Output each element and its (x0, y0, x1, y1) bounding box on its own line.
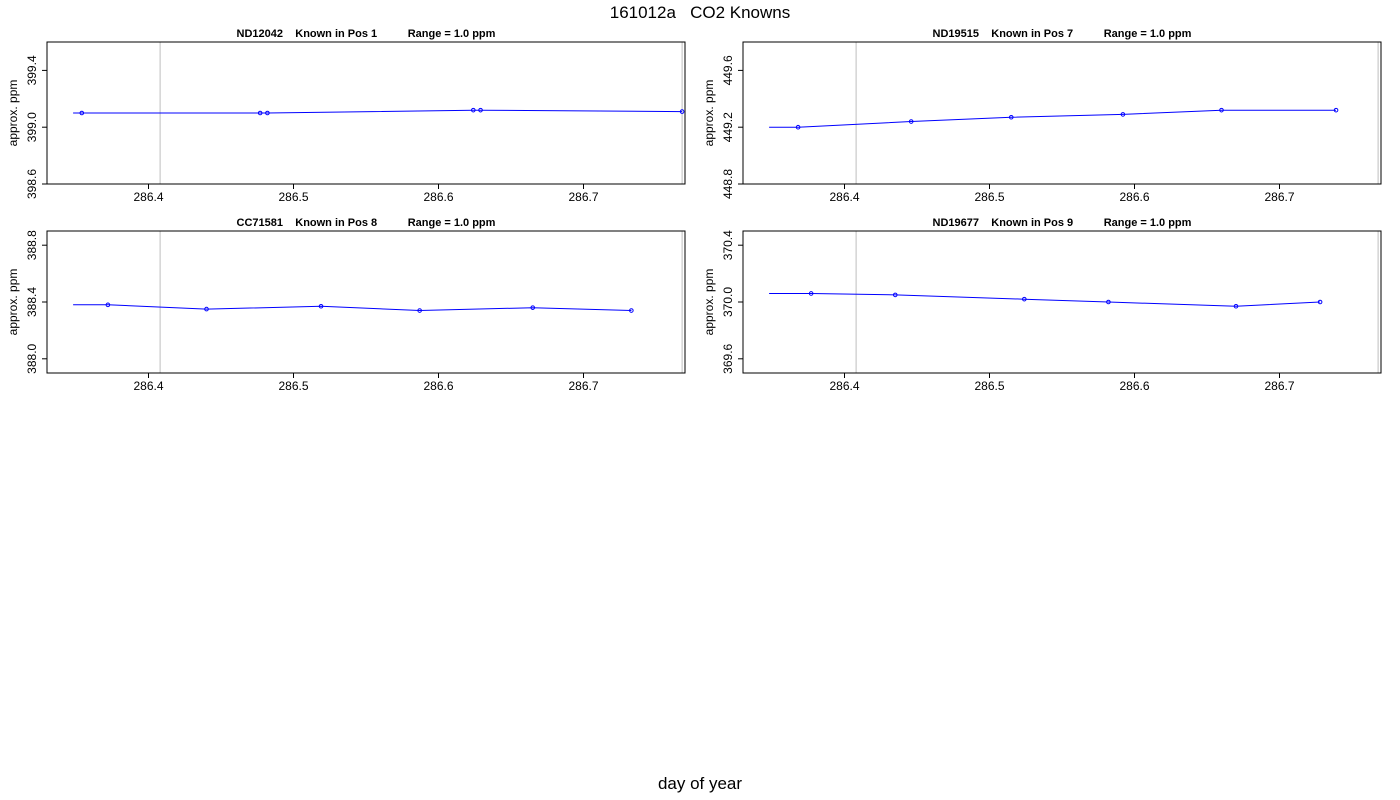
x-tick-label: 286.7 (568, 379, 598, 393)
data-point (629, 308, 634, 313)
data-point (892, 292, 898, 298)
panel-title: ND12042 Known in Pos 1 Range = 1.0 ppm (237, 28, 496, 40)
y-axis-label: approx. ppm (702, 269, 716, 336)
x-tick-label: 286.5 (278, 379, 308, 393)
data-point (79, 110, 85, 116)
data-point (795, 124, 801, 130)
series-line (73, 109, 683, 114)
x-tick-label: 286.5 (278, 190, 308, 204)
x-tick-label: 286.7 (1264, 379, 1294, 393)
plot-frame (742, 230, 1382, 374)
plot-frame (46, 230, 686, 374)
data-point (679, 109, 685, 114)
data-point (908, 119, 914, 124)
x-tick-label: 286.6 (423, 190, 453, 204)
y-tick-label: 448.8 (721, 169, 735, 199)
y-tick-label: 449.6 (721, 55, 735, 85)
x-tick-label: 286.7 (568, 190, 598, 204)
plot-frame (742, 41, 1382, 185)
series-line (769, 293, 1321, 307)
data-point (417, 308, 422, 313)
plot-frame (46, 41, 686, 185)
y-tick-label: 449.2 (721, 112, 735, 142)
data-point (265, 110, 270, 116)
y-axis-label: approx. ppm (6, 80, 20, 147)
x-tick-label: 286.7 (1264, 190, 1294, 204)
panel-title: ND19677 Known in Pos 9 Range = 1.0 ppm (933, 217, 1192, 229)
x-tick-label: 286.6 (1119, 190, 1149, 204)
x-tick-label: 286.5 (974, 190, 1004, 204)
y-tick-label: 370.0 (721, 287, 735, 317)
y-tick-label: 388.8 (25, 230, 39, 260)
data-point (1317, 299, 1323, 305)
data-point (318, 303, 324, 309)
data-point (808, 291, 814, 296)
y-tick-label: 399.4 (25, 55, 39, 85)
figure-title: 161012a CO2 Knowns (609, 3, 791, 22)
series-line (73, 304, 632, 312)
y-tick-label: 398.6 (25, 169, 39, 199)
x-tick-label: 286.5 (974, 379, 1004, 393)
x-tick-label: 286.4 (829, 379, 859, 393)
series-line (769, 109, 1336, 128)
data-point (1008, 114, 1014, 120)
x-axis-caption: day of year (657, 774, 743, 793)
y-tick-label: 369.6 (721, 343, 735, 373)
data-point (1233, 303, 1239, 309)
x-tick-label: 286.6 (423, 379, 453, 393)
y-tick-label: 370.4 (721, 230, 735, 260)
y-tick-label: 388.0 (25, 343, 39, 373)
data-point (1022, 296, 1027, 302)
x-tick-label: 286.4 (133, 190, 163, 204)
data-point (204, 306, 209, 312)
y-tick-label: 399.0 (25, 112, 39, 142)
data-point (257, 110, 263, 116)
y-axis-label: approx. ppm (6, 269, 20, 336)
data-point (1333, 107, 1339, 113)
x-tick-label: 286.4 (133, 379, 163, 393)
y-tick-label: 388.4 (25, 287, 39, 317)
data-point (530, 305, 536, 310)
data-point (1106, 299, 1111, 305)
x-tick-label: 286.4 (829, 190, 859, 204)
x-tick-label: 286.6 (1119, 379, 1149, 393)
data-point (471, 107, 476, 113)
data-point (1219, 107, 1224, 113)
data-point (1120, 112, 1126, 117)
data-point (478, 107, 483, 113)
panel-title: CC71581 Known in Pos 8 Range = 1.0 ppm (237, 217, 496, 229)
panel-title: ND19515 Known in Pos 7 Range = 1.0 ppm (933, 28, 1192, 40)
data-point (105, 302, 111, 308)
y-axis-label: approx. ppm (702, 80, 716, 147)
